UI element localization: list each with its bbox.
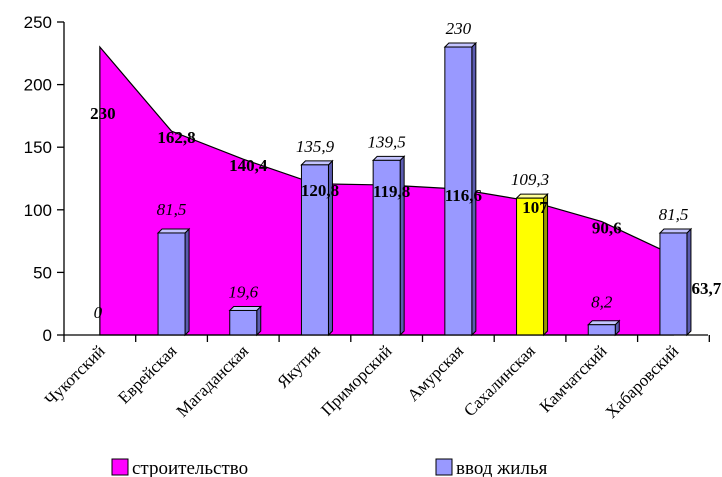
bar-data-label: 81,5 (157, 200, 187, 219)
y-tick-label: 50 (33, 263, 52, 282)
bar-top (228, 305, 262, 311)
legend-swatch-bar (435, 458, 453, 476)
y-tick-label: 250 (24, 13, 52, 32)
bar-top (587, 320, 621, 326)
x-tick-label: Приморский (317, 341, 395, 419)
area-data-label: 63,7 (691, 279, 721, 298)
x-tick-label: Магаданская (173, 341, 253, 421)
area-data-label: 90,6 (592, 219, 622, 238)
y-tick-label: 200 (24, 76, 52, 95)
y-tick-label: 150 (24, 138, 52, 157)
legend-label-bar: ввод жилья (456, 458, 548, 477)
area-data-label: 119,8 (373, 182, 410, 201)
area-data-label: 230 (90, 104, 116, 123)
bar (587, 324, 616, 336)
bar (300, 164, 329, 336)
plot-area (99, 41, 693, 337)
x-tick-label: Якутия (273, 341, 323, 391)
area-data-label: 140,4 (229, 156, 268, 175)
bar (229, 309, 258, 336)
x-tick-label: Хабаровский (602, 341, 683, 422)
x-tick-label: Чукотский (41, 341, 109, 409)
bar-data-label: 139,5 (368, 132, 406, 151)
bar-side (256, 305, 262, 337)
bar-data-label: 19,6 (228, 282, 258, 301)
bar-data-label: 81,5 (659, 205, 689, 224)
bar (157, 232, 186, 336)
bar-data-label: 230 (446, 19, 472, 38)
legend-label-area: строительство (132, 458, 248, 477)
bar-data-label: 109,3 (511, 170, 549, 189)
y-tick-label: 0 (43, 326, 52, 345)
area-data-label: 120,8 (301, 181, 339, 200)
area-data-label: 107 (522, 198, 548, 217)
area-data-label: 116,6 (445, 186, 482, 205)
bar-side (686, 227, 692, 337)
legend-swatch-area (111, 458, 129, 476)
bar-top (156, 228, 191, 234)
bar (444, 46, 473, 336)
bar-side (184, 227, 190, 337)
bar-data-label: 0 (94, 303, 103, 322)
y-tick-label: 100 (24, 201, 52, 220)
bar-top (658, 228, 693, 234)
bar (659, 232, 688, 336)
bar (516, 197, 545, 336)
x-tick-label: Сахалинская (460, 341, 539, 420)
bar-top (371, 155, 406, 161)
area-data-label: 162,8 (157, 128, 195, 147)
bar-top (443, 42, 478, 48)
x-tick-label: Камчатский (536, 341, 611, 416)
bar (372, 159, 401, 336)
x-tick-label: Еврейская (114, 341, 180, 407)
bar-data-label: 135,9 (296, 137, 335, 156)
bar-top (300, 160, 334, 166)
legend: строительство ввод жилья (111, 458, 548, 477)
x-tick-label: Амурская (404, 341, 468, 405)
bar-data-label: 8,2 (591, 293, 613, 312)
axes: 0 50 100 150 200 250 (24, 13, 710, 345)
